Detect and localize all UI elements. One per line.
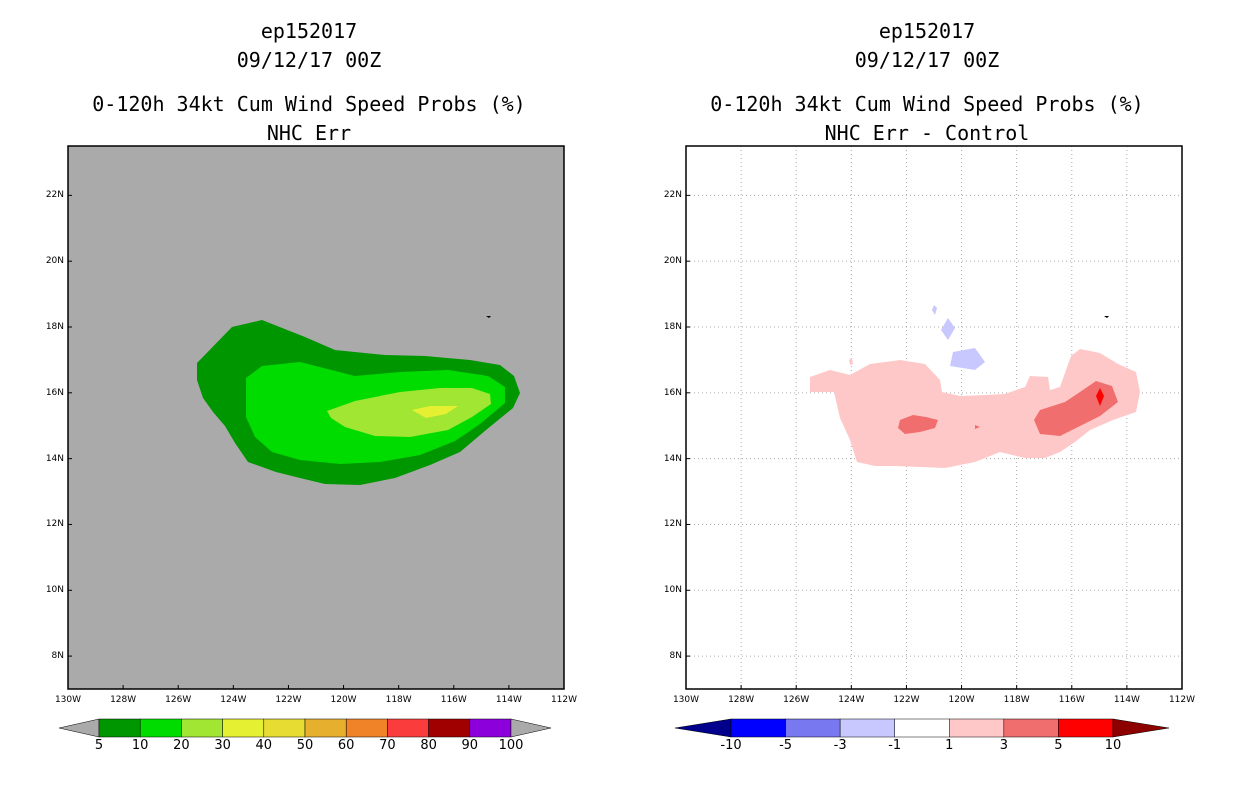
left-lon-label: 128W: [110, 695, 137, 705]
left-lat-label: 22N: [45, 190, 64, 201]
left-lat-label: 16N: [45, 387, 64, 398]
left-colorbar-label: 90: [461, 738, 479, 753]
right-lon-label: 118W: [1003, 695, 1030, 705]
right-colorbar-swatch: [730, 718, 786, 738]
right-colorbar-label: 3: [999, 738, 1008, 753]
left-colorbar-label: 80: [420, 738, 437, 753]
right-lon-label: 120W: [948, 695, 975, 705]
left-lat-label: 18N: [45, 322, 64, 332]
left-lat-label: 14N: [45, 453, 64, 464]
right-diff-3-5-dot: [975, 425, 980, 429]
left-lat-label: 20N: [45, 256, 64, 267]
left-prob-20-region: [327, 388, 491, 437]
right-colorbar-swatch: [839, 718, 895, 738]
left-lon-label: 118W: [385, 695, 412, 705]
right-lat-label: 18N: [663, 322, 682, 332]
right-lat-label: 14N: [663, 453, 682, 464]
left-lon-label: 116W: [440, 695, 467, 705]
left-lat-label: 10N: [45, 585, 64, 596]
left-colorbar-label: 20: [173, 738, 190, 753]
left-lat-label: 8N: [51, 651, 64, 662]
right-tick-marks: [685, 194, 1183, 689]
right-colorbar-label: 10: [1104, 738, 1122, 753]
left-tick-marks: [67, 194, 565, 689]
right-colorbar-label: -1: [888, 738, 902, 753]
left-colorbar-label: 50: [296, 738, 314, 753]
right-colorbar-swatch: [1003, 718, 1059, 738]
left-colorbar-label: 10: [131, 738, 149, 753]
left-colorbar-label: 60: [337, 738, 355, 753]
right-colorbar-label: 1: [945, 738, 954, 753]
left-lat-label: 12N: [45, 519, 64, 530]
right-lon-label: 112W: [1168, 695, 1196, 705]
right-diff-1-3-region: [810, 349, 1140, 468]
left-colorbar-label: 5: [94, 738, 104, 753]
right-lon-label: 130W: [672, 695, 700, 705]
right-lat-label: 16N: [663, 387, 682, 398]
right-lat-label: 8N: [669, 651, 682, 662]
right-lat-label: 20N: [663, 256, 682, 267]
right-product-title: 0-120h 34kt Cum Wind Speed Probs (%): [710, 92, 1144, 116]
right-diff-neg-region-2: [941, 318, 955, 340]
right-map-frame: [685, 145, 1183, 690]
right-diff-neg-region-3: [950, 348, 985, 370]
left-colorbar-over-arrow: [510, 718, 552, 738]
left-colorbar-label: 100: [498, 738, 524, 753]
left-prob-30-region: [412, 406, 458, 418]
right-lat-label: 22N: [663, 190, 682, 201]
right-storm-marker: [1104, 316, 1109, 318]
right-lon-label: 116W: [1058, 695, 1085, 705]
right-lon-label: 122W: [893, 695, 920, 705]
left-colorbar-label: 70: [379, 738, 396, 753]
right-diff-1-3-dot: [849, 358, 853, 365]
left-storm-id: ep152017: [260, 19, 358, 43]
right-lat-label: 10N: [663, 585, 682, 596]
right-subtitle: NHC Err - Control: [824, 121, 1030, 145]
right-colorbar-swatch: [894, 718, 950, 738]
left-storm-marker: [486, 316, 491, 318]
left-lon-label: 130W: [54, 695, 82, 705]
left-lon-label: 112W: [550, 695, 578, 705]
right-colorbar-swatch: [1058, 718, 1114, 738]
right-diff-3-5-region-west: [898, 415, 938, 434]
right-colorbar-label: -10: [720, 738, 742, 753]
right-diff-neg-region-1: [932, 305, 937, 315]
left-colorbar-label: 40: [255, 738, 273, 753]
right-storm-id: ep152017: [878, 19, 976, 43]
right-lon-label: 126W: [783, 695, 810, 705]
right-colorbar-label: 5: [1054, 738, 1063, 753]
left-lon-label: 122W: [275, 695, 302, 705]
right-datetime: 09/12/17 00Z: [854, 48, 1000, 72]
left-lon-label: 124W: [220, 695, 247, 705]
right-lat-label: 12N: [663, 519, 682, 530]
right-lon-label: 114W: [1113, 695, 1140, 705]
left-lon-label: 114W: [495, 695, 522, 705]
right-diff-5-10-region: [1096, 388, 1104, 406]
left-subtitle: NHC Err: [266, 121, 352, 145]
right-colorbar-label: -5: [779, 738, 793, 753]
left-datetime: 09/12/17 00Z: [236, 48, 382, 72]
right-colorbar-under-arrow: [674, 718, 732, 738]
left-map-frame: [67, 145, 565, 690]
right-colorbar-over-arrow: [1112, 718, 1170, 738]
right-lon-label: 124W: [838, 695, 865, 705]
left-lon-label: 126W: [165, 695, 192, 705]
right-colorbar-label: -3: [833, 738, 847, 753]
left-product-title: 0-120h 34kt Cum Wind Speed Probs (%): [92, 92, 526, 116]
left-lon-label: 120W: [330, 695, 357, 705]
left-colorbar-label: 30: [214, 738, 231, 753]
right-colorbar-swatch: [949, 718, 1005, 738]
right-colorbar-swatch: [785, 718, 841, 738]
right-lon-label: 128W: [728, 695, 755, 705]
